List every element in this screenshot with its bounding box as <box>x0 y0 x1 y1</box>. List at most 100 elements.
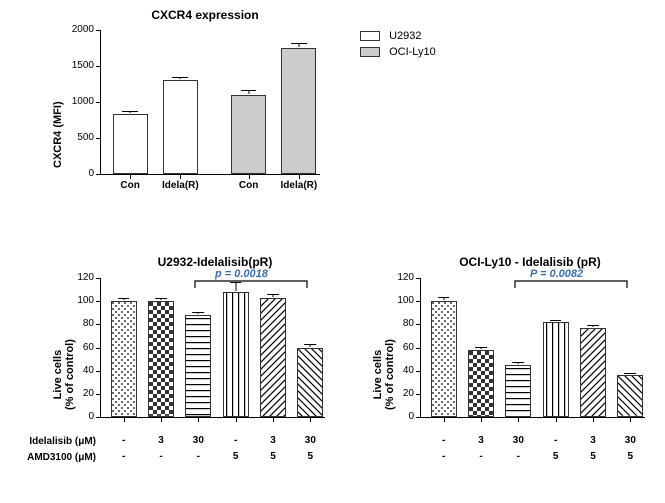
legend-swatch-u2932 <box>360 31 380 41</box>
xtick <box>161 417 162 422</box>
bar <box>431 301 457 417</box>
bl-plot-area: 020406080100120-330-330---555 <box>100 278 325 418</box>
xtick <box>198 417 199 422</box>
xtick <box>249 174 250 179</box>
ytick <box>416 348 421 349</box>
legend-label-u2932: U2932 <box>389 30 421 42</box>
row-value: 5 <box>618 451 642 462</box>
ytick-label: 20 <box>381 388 414 399</box>
ytick <box>96 30 101 31</box>
ytick-label: 120 <box>61 272 94 283</box>
row-value: - <box>112 435 136 446</box>
row-value: 3 <box>149 435 173 446</box>
bar <box>617 375 643 417</box>
ytick-label: 2000 <box>61 24 94 35</box>
xtick <box>630 417 631 422</box>
row-value: - <box>469 451 493 462</box>
br-plot-area: 020406080100120-330-330---555 <box>420 278 645 418</box>
row-value: - <box>186 451 210 462</box>
ytick <box>96 138 101 139</box>
bar <box>148 301 174 417</box>
xtick <box>444 417 445 422</box>
ytick <box>96 174 101 175</box>
ytick <box>416 394 421 395</box>
legend-swatch-ocily10 <box>360 47 380 57</box>
ytick-label: 1500 <box>61 60 94 71</box>
xtick <box>310 417 311 422</box>
br-chart-title: OCI-Ly10 - Idelalisib (pR) <box>415 255 645 269</box>
row-value: 5 <box>581 451 605 462</box>
ytick <box>416 417 421 418</box>
ytick <box>96 394 101 395</box>
legend-item-ocily10: OCI-Ly10 <box>360 46 436 58</box>
bar <box>113 114 148 174</box>
ytick <box>96 301 101 302</box>
xtick <box>556 417 557 422</box>
bar <box>111 301 137 417</box>
row-value: - <box>506 451 530 462</box>
row-value: - <box>544 435 568 446</box>
bar <box>543 322 569 417</box>
xtick <box>130 174 131 179</box>
xtick <box>518 417 519 422</box>
legend-top: U2932 OCI-Ly10 <box>360 30 436 58</box>
xtick-label: Con <box>224 180 274 191</box>
row-value: 3 <box>581 435 605 446</box>
xtick-label: Idela(R) <box>155 180 205 191</box>
ytick-label: 0 <box>381 411 414 422</box>
ytick <box>96 66 101 67</box>
row-value: 5 <box>298 451 322 462</box>
ytick-label: 40 <box>61 365 94 376</box>
row-value: - <box>432 435 456 446</box>
row-value: 30 <box>186 435 210 446</box>
bl-row-amd-label: AMD3100 (μM) <box>0 452 96 463</box>
xtick <box>180 174 181 179</box>
row-value: 3 <box>261 435 285 446</box>
ytick <box>96 102 101 103</box>
ytick-label: 500 <box>61 132 94 143</box>
ytick <box>416 371 421 372</box>
bar <box>281 48 316 174</box>
xtick <box>236 417 237 422</box>
ytick-label: 100 <box>61 295 94 306</box>
ytick <box>96 348 101 349</box>
ytick-label: 100 <box>381 295 414 306</box>
ytick-label: 80 <box>381 318 414 329</box>
ytick-label: 40 <box>381 365 414 376</box>
bl-row-idela-label: Idelalisib (μM) <box>0 436 96 447</box>
ytick-label: 0 <box>61 411 94 422</box>
ytick-label: 1000 <box>61 96 94 107</box>
row-value: 30 <box>298 435 322 446</box>
ytick-label: 120 <box>381 272 414 283</box>
row-value: 3 <box>469 435 493 446</box>
ytick-label: 0 <box>61 168 94 179</box>
ytick <box>416 301 421 302</box>
bar <box>231 95 266 174</box>
ytick-label: 80 <box>61 318 94 329</box>
row-value: 30 <box>618 435 642 446</box>
bar <box>223 292 249 417</box>
row-value: 5 <box>544 451 568 462</box>
xtick <box>593 417 594 422</box>
row-value: 5 <box>224 451 248 462</box>
bar <box>580 328 606 417</box>
xtick-label: Con <box>105 180 155 191</box>
ytick-label: 20 <box>61 388 94 399</box>
xtick-label: Idela(R) <box>274 180 324 191</box>
ytick <box>416 324 421 325</box>
xtick <box>124 417 125 422</box>
xtick <box>299 174 300 179</box>
top-chart-title: CXCR4 expression <box>95 8 315 22</box>
legend-item-u2932: U2932 <box>360 30 436 42</box>
bar <box>163 80 198 174</box>
ytick <box>96 417 101 418</box>
row-value: - <box>224 435 248 446</box>
bar <box>260 298 286 417</box>
row-value: - <box>149 451 173 462</box>
row-value: - <box>112 451 136 462</box>
bar <box>505 365 531 417</box>
row-value: 30 <box>506 435 530 446</box>
top-plot-area: 0500100015002000ConIdela(R)ConIdela(R) <box>100 30 320 175</box>
row-value: - <box>432 451 456 462</box>
bar <box>185 315 211 417</box>
